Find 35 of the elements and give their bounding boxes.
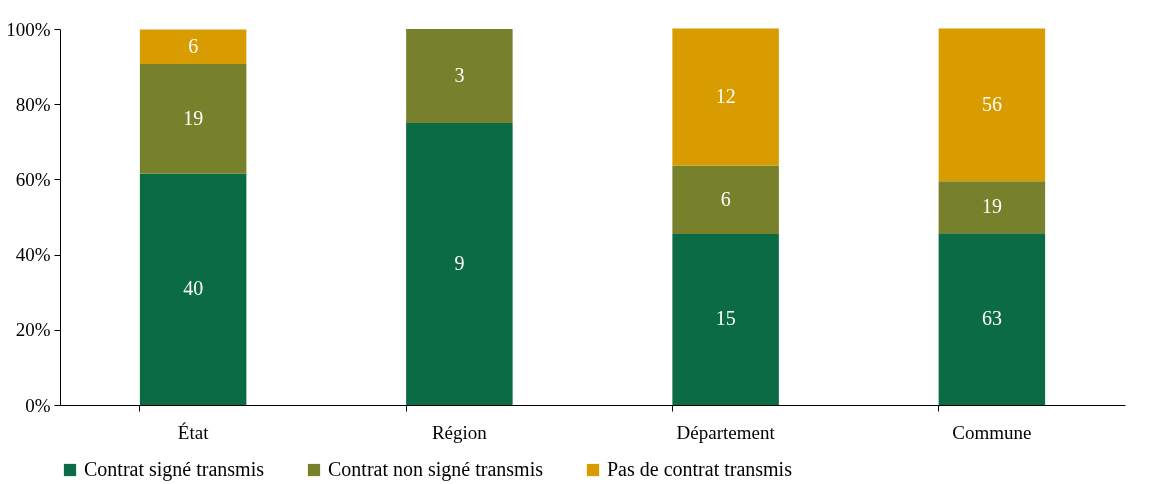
y-tick-label: 60%	[15, 168, 51, 190]
x-tick-label: Région	[431, 421, 488, 443]
y-tick-label: 40%	[15, 244, 51, 266]
y-tick-label: 20%	[15, 319, 51, 341]
bar	[406, 123, 513, 405]
annotation: 56	[981, 92, 1002, 115]
bar	[938, 28, 1046, 182]
legend-label: Contrat signé transmis	[84, 458, 265, 481]
legend-label: Contrat non signé transmis	[328, 458, 544, 481]
bar	[139, 29, 247, 64]
bar	[672, 233, 779, 405]
x-tick-label: Département	[676, 421, 776, 443]
annotation: 40	[183, 277, 204, 300]
legend-label: Pas de contrat transmis	[607, 458, 793, 480]
bar	[406, 29, 513, 123]
annotation: 63	[981, 307, 1002, 330]
bar	[672, 28, 779, 166]
y-tick-label: 100%	[6, 18, 51, 40]
bar	[938, 181, 1046, 234]
annotation: 9	[454, 252, 465, 274]
y-tick-label: 80%	[15, 93, 51, 115]
annotation: 6	[188, 34, 199, 57]
y-tick-label: 0%	[25, 394, 51, 416]
annotation: 12	[715, 85, 736, 108]
annotation: 6	[720, 187, 731, 210]
bar	[672, 165, 779, 234]
annotation: 3	[454, 64, 465, 86]
annotation: 15	[715, 307, 736, 330]
annotation: 19	[183, 106, 204, 129]
x-tick-label: État	[177, 421, 210, 443]
bar	[139, 173, 247, 405]
annotation: 19	[981, 195, 1002, 218]
bar	[139, 63, 247, 174]
bar	[938, 233, 1046, 405]
x-tick-label: Commune	[952, 421, 1032, 443]
